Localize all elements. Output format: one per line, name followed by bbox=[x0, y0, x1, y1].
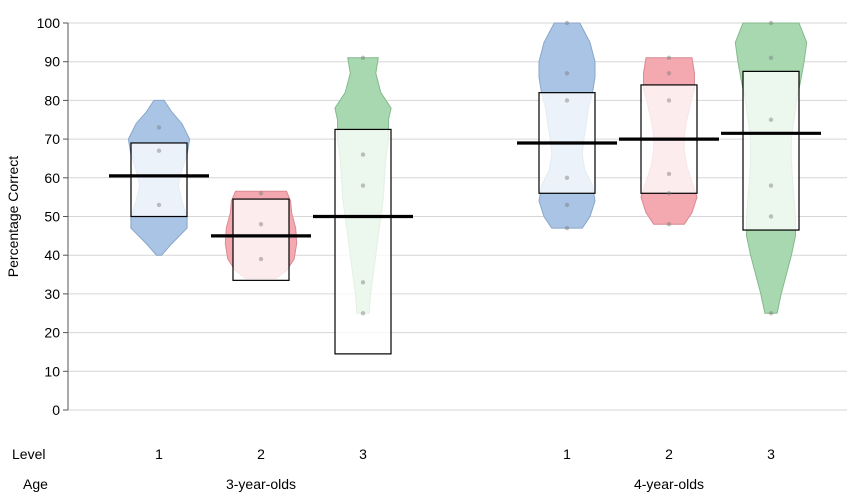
age-group-label: 3-year-olds bbox=[226, 476, 296, 492]
data-point bbox=[258, 222, 264, 227]
bean-4-year-olds-level-1 bbox=[517, 20, 617, 231]
y-tick-label: 50 bbox=[44, 209, 60, 225]
data-point bbox=[156, 148, 162, 153]
bean-3-year-olds-level-2 bbox=[211, 190, 311, 281]
y-tick-label: 80 bbox=[44, 92, 60, 108]
y-tick-label: 30 bbox=[44, 286, 60, 302]
data-point bbox=[156, 125, 162, 130]
bean-3-year-olds-level-3 bbox=[313, 55, 413, 355]
data-point bbox=[768, 214, 774, 219]
data-point bbox=[258, 256, 264, 262]
inference-box bbox=[130, 142, 188, 218]
data-point bbox=[360, 183, 366, 188]
data-point bbox=[360, 152, 366, 157]
x-axis-labels: 1 2 3 1 2 3 3-year-olds 4-year-olds bbox=[155, 446, 775, 492]
level-label: 3 bbox=[767, 446, 775, 462]
data-point bbox=[666, 171, 672, 177]
data-point bbox=[666, 222, 672, 227]
age-row-label: Age bbox=[23, 476, 48, 492]
data-point bbox=[360, 311, 366, 316]
plot-area bbox=[109, 20, 821, 355]
level-label: 2 bbox=[257, 446, 265, 462]
level-row-label: Level bbox=[12, 446, 45, 462]
data-point bbox=[156, 202, 162, 208]
level-label: 1 bbox=[155, 446, 163, 462]
data-point bbox=[564, 71, 570, 76]
y-axis: 0 10 20 30 40 50 60 70 80 90 100 bbox=[37, 15, 68, 418]
y-tick-label: 10 bbox=[44, 363, 60, 379]
data-point bbox=[768, 183, 774, 188]
bean-3-year-olds-level-1 bbox=[109, 99, 209, 256]
data-point bbox=[768, 311, 774, 316]
data-point bbox=[564, 225, 570, 231]
data-point bbox=[666, 71, 672, 76]
data-point bbox=[666, 98, 672, 103]
data-point bbox=[768, 55, 774, 61]
y-tick-label: 60 bbox=[44, 170, 60, 186]
gridlines bbox=[68, 22, 847, 411]
data-point bbox=[768, 20, 774, 26]
data-point bbox=[564, 20, 570, 26]
data-point bbox=[666, 191, 672, 196]
data-point bbox=[768, 117, 774, 122]
inference-box bbox=[232, 198, 290, 281]
y-tick-label: 90 bbox=[44, 54, 60, 70]
data-point bbox=[666, 55, 672, 61]
y-tick-label: 40 bbox=[44, 247, 60, 263]
data-point bbox=[564, 202, 570, 208]
data-point bbox=[564, 98, 570, 103]
level-label: 3 bbox=[359, 446, 367, 462]
y-tick-label: 0 bbox=[52, 402, 60, 418]
data-point bbox=[564, 175, 570, 180]
y-tick-label: 70 bbox=[44, 131, 60, 147]
data-point bbox=[360, 280, 366, 285]
bean-4-year-olds-level-2 bbox=[619, 55, 719, 227]
y-axis-label: Percentage Correct bbox=[5, 156, 21, 278]
age-group-label: 4-year-olds bbox=[634, 476, 704, 492]
bean-4-year-olds-level-3 bbox=[721, 20, 821, 316]
y-tick-label: 20 bbox=[44, 325, 60, 341]
y-tick-label: 100 bbox=[37, 15, 61, 31]
inference-box bbox=[742, 70, 800, 231]
data-point bbox=[360, 55, 366, 61]
level-label: 2 bbox=[665, 446, 673, 462]
level-label: 1 bbox=[563, 446, 571, 462]
data-point bbox=[258, 191, 264, 196]
inference-box bbox=[334, 128, 392, 355]
